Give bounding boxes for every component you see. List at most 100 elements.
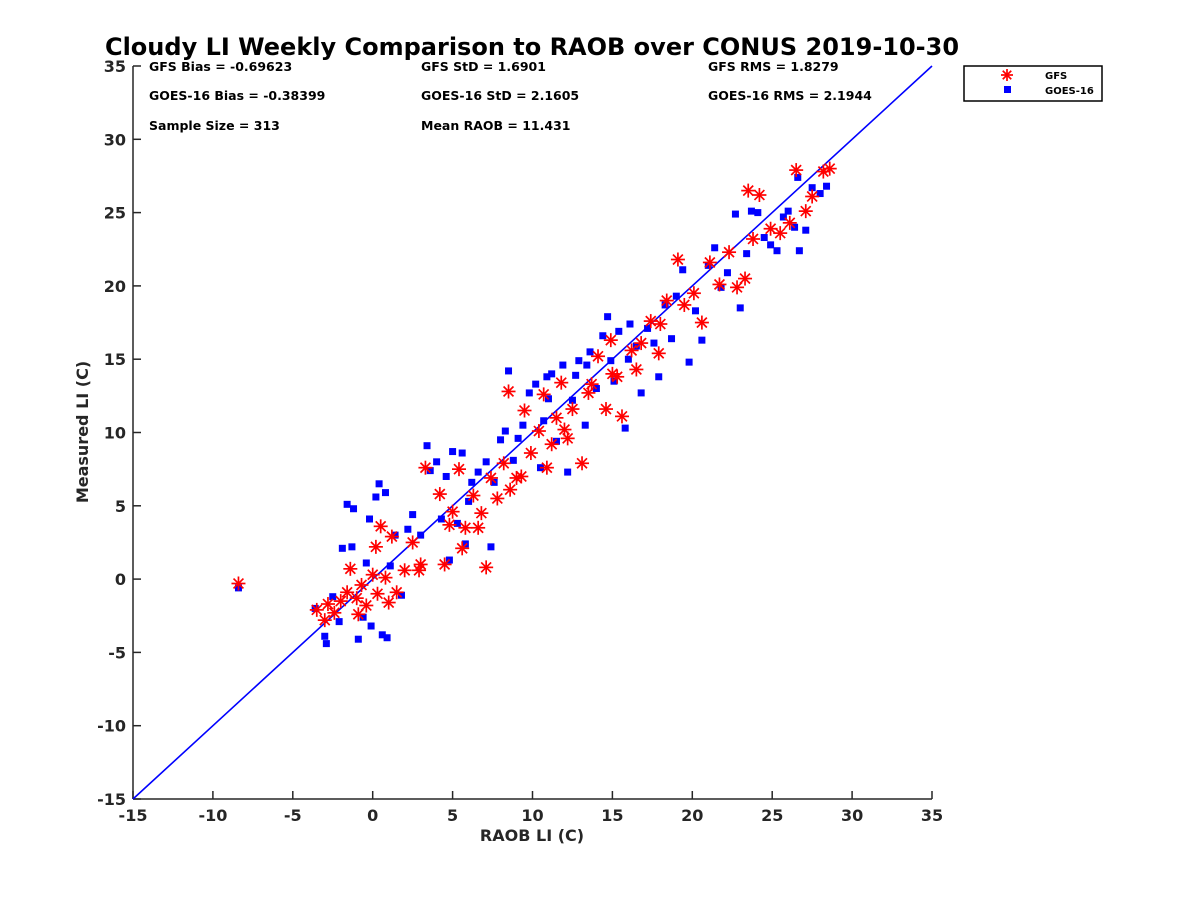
goes16-point bbox=[335, 618, 343, 626]
gfs-point bbox=[686, 286, 701, 301]
goes16-point bbox=[482, 458, 490, 466]
gfs-point bbox=[702, 255, 717, 270]
gfs-point bbox=[349, 591, 364, 606]
gfs-point bbox=[722, 245, 737, 260]
goes16-point bbox=[548, 370, 556, 378]
sample-size-stat: Sample Size = 313 bbox=[149, 118, 280, 133]
gfs-point bbox=[603, 333, 618, 348]
y-tick-label: -10 bbox=[97, 717, 126, 736]
goes16-point bbox=[691, 307, 699, 315]
y-axis-label: Measured LI (C) bbox=[73, 361, 92, 503]
goes16-point bbox=[626, 320, 634, 328]
goes16-point bbox=[497, 436, 505, 444]
gfs-point bbox=[483, 470, 498, 485]
gfs-point bbox=[554, 375, 569, 390]
goes16-point bbox=[426, 467, 434, 475]
goes16-point bbox=[552, 437, 560, 445]
goes16-point bbox=[802, 226, 810, 234]
gfs-point bbox=[317, 613, 332, 628]
gfs-point bbox=[451, 462, 466, 477]
goes16-point bbox=[599, 332, 607, 340]
goes16-point bbox=[409, 511, 417, 519]
gfs-point bbox=[340, 585, 355, 600]
goes16-point bbox=[581, 421, 589, 429]
gfs-point bbox=[643, 314, 658, 329]
gfs-point bbox=[746, 231, 761, 246]
gfs-point bbox=[565, 402, 580, 417]
gfs-point bbox=[624, 343, 639, 358]
goes16-point bbox=[679, 266, 687, 274]
legend: GFS GOES-16 bbox=[963, 65, 1103, 102]
y-tick-label: 25 bbox=[104, 204, 126, 223]
gfs-point bbox=[789, 163, 804, 178]
gfs-point bbox=[490, 491, 505, 506]
goes16-point bbox=[604, 313, 612, 321]
goes16-point bbox=[615, 327, 623, 335]
gfs-point bbox=[445, 504, 460, 519]
gfs-point bbox=[531, 424, 546, 439]
gfs-point bbox=[659, 293, 674, 308]
goes16-point bbox=[644, 324, 652, 332]
goes16-point bbox=[731, 210, 739, 218]
gfs-point bbox=[741, 183, 756, 198]
gfs-point bbox=[773, 226, 788, 241]
mean-raob-stat: Mean RAOB = 11.431 bbox=[421, 118, 570, 133]
gfs-point bbox=[466, 488, 481, 503]
goes16-point bbox=[474, 468, 482, 476]
gfs-point bbox=[309, 602, 324, 617]
legend-goes-marker bbox=[1004, 86, 1011, 93]
goes16-point bbox=[465, 497, 473, 505]
x-axis-label: RAOB LI (C) bbox=[480, 826, 584, 845]
y-tick-label: -15 bbox=[97, 790, 126, 809]
goes16-point bbox=[624, 355, 632, 363]
gfs-point bbox=[517, 403, 532, 418]
goes16-point bbox=[543, 373, 551, 381]
goes16-point bbox=[685, 358, 693, 366]
goes16-point bbox=[505, 367, 513, 375]
one-to-one-line-group bbox=[132, 65, 933, 800]
goes16-point bbox=[348, 543, 356, 551]
goes16-point bbox=[329, 593, 337, 601]
x-tick-label: 10 bbox=[521, 806, 543, 825]
x-tick-label: 5 bbox=[447, 806, 458, 825]
goes16-point bbox=[397, 591, 405, 599]
goes16-point bbox=[661, 301, 669, 309]
x-tick-label: 0 bbox=[367, 806, 378, 825]
gfs-point bbox=[365, 567, 380, 582]
gfs-point bbox=[539, 460, 554, 475]
goes16-point bbox=[672, 292, 680, 300]
goes16-point bbox=[423, 442, 431, 450]
goes16-point bbox=[343, 500, 351, 508]
goes16-point bbox=[532, 380, 540, 388]
gfs-point bbox=[442, 517, 457, 532]
goes16-point bbox=[784, 207, 792, 215]
goes16-point bbox=[754, 209, 762, 217]
goes16-point bbox=[359, 613, 367, 621]
goes16-point bbox=[437, 515, 445, 523]
gfs-point bbox=[458, 520, 473, 535]
y-ticks: 35 30 25 20 15 10 5 0 -5 -10 -15 bbox=[97, 57, 141, 809]
goes16-point bbox=[773, 247, 781, 255]
gfs-point bbox=[805, 189, 820, 204]
gfs-point bbox=[351, 607, 366, 622]
gfs-point bbox=[752, 188, 767, 203]
y-tick-label: 15 bbox=[104, 350, 126, 369]
goes16-point bbox=[717, 283, 725, 291]
gfs-point bbox=[378, 570, 393, 585]
gfs-point bbox=[432, 487, 447, 502]
gfs-point bbox=[514, 469, 529, 484]
goes16-point bbox=[525, 389, 533, 397]
one-to-one-line bbox=[132, 65, 933, 800]
goes16-point bbox=[823, 182, 831, 190]
gfs-point bbox=[370, 586, 385, 601]
x-tick-label: 35 bbox=[921, 806, 943, 825]
goes16-point bbox=[514, 434, 522, 442]
gfs-point bbox=[320, 597, 335, 612]
y-tick-label: -5 bbox=[108, 643, 126, 662]
goes16-point bbox=[322, 640, 330, 648]
gfs-point bbox=[354, 577, 369, 592]
gfs-point bbox=[343, 561, 358, 576]
y-tick-label: 30 bbox=[104, 130, 126, 149]
goes16-point bbox=[736, 304, 744, 312]
goes16-point bbox=[711, 244, 719, 252]
